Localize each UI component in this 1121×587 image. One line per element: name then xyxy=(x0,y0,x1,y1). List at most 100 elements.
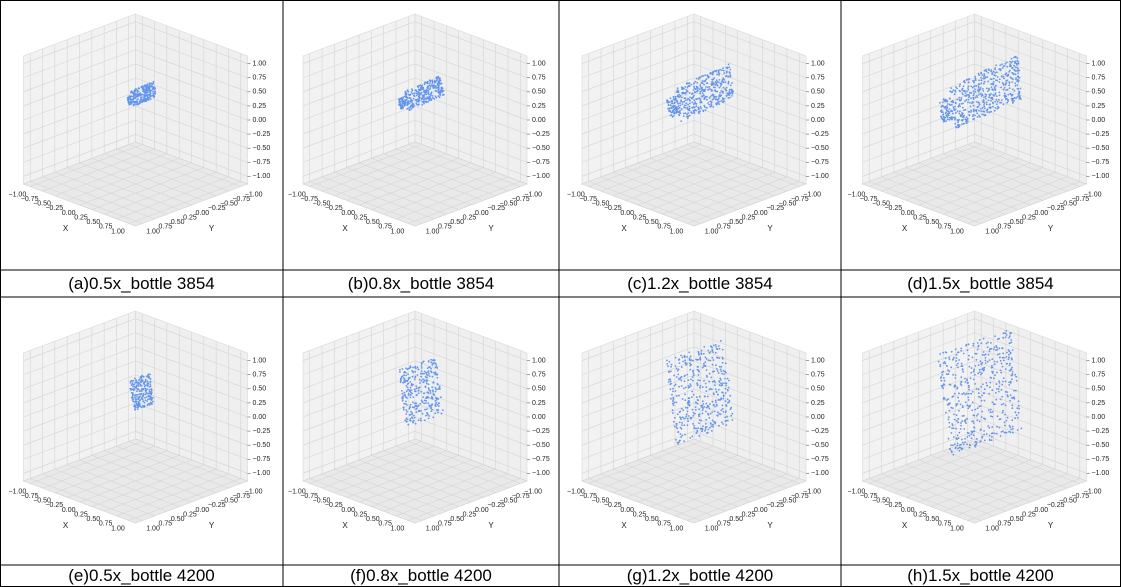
point xyxy=(1012,428,1014,430)
point xyxy=(998,380,1000,382)
point xyxy=(975,91,977,93)
point xyxy=(436,374,438,376)
point xyxy=(722,100,724,102)
point xyxy=(404,419,406,421)
point xyxy=(1011,81,1013,83)
point xyxy=(726,95,728,97)
point xyxy=(720,414,722,416)
point xyxy=(399,369,401,371)
point xyxy=(412,401,414,403)
point xyxy=(710,345,712,347)
point xyxy=(419,403,421,405)
caption: (g)1.2x_bottle 4200 xyxy=(627,566,774,585)
point xyxy=(986,109,988,111)
point xyxy=(148,398,150,400)
point xyxy=(710,105,712,107)
point xyxy=(424,409,426,411)
point xyxy=(1017,88,1019,90)
point xyxy=(980,428,982,430)
point xyxy=(980,363,982,365)
point xyxy=(970,111,972,113)
point xyxy=(410,394,412,396)
point xyxy=(670,366,672,368)
point xyxy=(960,428,962,430)
point xyxy=(436,367,438,369)
panel: 1.001.001.000.750.750.750.500.500.500.25… xyxy=(567,311,829,585)
point xyxy=(405,96,407,98)
point xyxy=(671,101,673,103)
point xyxy=(963,123,965,125)
point xyxy=(147,91,149,93)
point xyxy=(720,383,722,385)
point xyxy=(408,94,410,96)
point xyxy=(677,431,679,433)
point xyxy=(714,384,716,386)
point xyxy=(137,91,139,93)
z-tick-label: 0.00 xyxy=(811,414,825,421)
x-tick-label: 0.50 xyxy=(87,516,101,523)
z-tick-label: −1.00 xyxy=(1092,470,1110,477)
point xyxy=(671,107,673,109)
point xyxy=(943,99,945,101)
point xyxy=(958,99,960,101)
point xyxy=(696,82,698,84)
point xyxy=(1009,61,1011,63)
point xyxy=(402,382,404,384)
point xyxy=(956,414,958,416)
point xyxy=(127,99,129,101)
point xyxy=(976,415,978,417)
point xyxy=(147,381,149,383)
point xyxy=(958,410,960,412)
point xyxy=(941,109,943,111)
point xyxy=(715,422,717,424)
point xyxy=(428,373,430,375)
point xyxy=(670,115,672,117)
point xyxy=(968,343,970,345)
point xyxy=(428,91,430,93)
point xyxy=(416,99,418,101)
point xyxy=(956,88,958,90)
point xyxy=(414,388,416,390)
point xyxy=(1001,363,1003,365)
z-tick-label: −0.25 xyxy=(1092,131,1110,138)
point xyxy=(679,411,681,413)
point xyxy=(974,374,976,376)
point xyxy=(980,108,982,110)
z-tick-label: −0.50 xyxy=(532,442,550,449)
point xyxy=(426,412,428,414)
z-tick-label: 0.50 xyxy=(811,386,825,393)
point xyxy=(685,407,687,409)
point xyxy=(139,399,141,401)
point xyxy=(698,415,700,417)
point xyxy=(731,419,733,421)
x-tick-label: 0.75 xyxy=(938,521,952,528)
point xyxy=(988,94,990,96)
y-tick-label: −1.00 xyxy=(1084,191,1102,198)
point xyxy=(978,392,980,394)
point xyxy=(723,411,725,413)
point xyxy=(942,387,944,389)
point xyxy=(691,435,693,437)
point xyxy=(1003,377,1005,379)
point xyxy=(671,394,673,396)
point xyxy=(1011,67,1013,69)
point xyxy=(418,405,420,407)
point xyxy=(723,373,725,375)
point xyxy=(432,389,434,391)
point xyxy=(969,115,971,117)
point xyxy=(421,92,423,94)
point xyxy=(420,420,422,422)
point xyxy=(725,400,727,402)
point xyxy=(435,389,437,391)
point xyxy=(1011,378,1013,380)
point xyxy=(702,409,704,411)
point xyxy=(1007,396,1009,398)
point xyxy=(994,433,996,435)
point xyxy=(422,382,424,384)
point xyxy=(728,81,730,83)
point xyxy=(421,365,423,367)
point xyxy=(716,70,718,72)
point xyxy=(1006,363,1008,365)
point xyxy=(406,411,408,413)
point xyxy=(995,64,997,66)
